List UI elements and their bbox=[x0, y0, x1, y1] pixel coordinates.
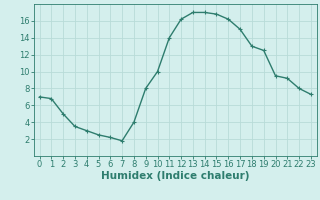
X-axis label: Humidex (Indice chaleur): Humidex (Indice chaleur) bbox=[101, 171, 250, 181]
